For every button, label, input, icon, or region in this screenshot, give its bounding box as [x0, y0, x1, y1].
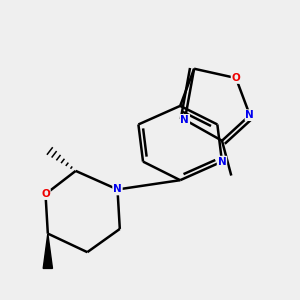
- Polygon shape: [43, 234, 52, 268]
- Text: O: O: [232, 73, 240, 83]
- Text: N: N: [218, 157, 226, 166]
- Text: N: N: [181, 115, 189, 125]
- Text: O: O: [41, 189, 50, 199]
- Text: N: N: [245, 110, 254, 120]
- Text: N: N: [113, 184, 122, 194]
